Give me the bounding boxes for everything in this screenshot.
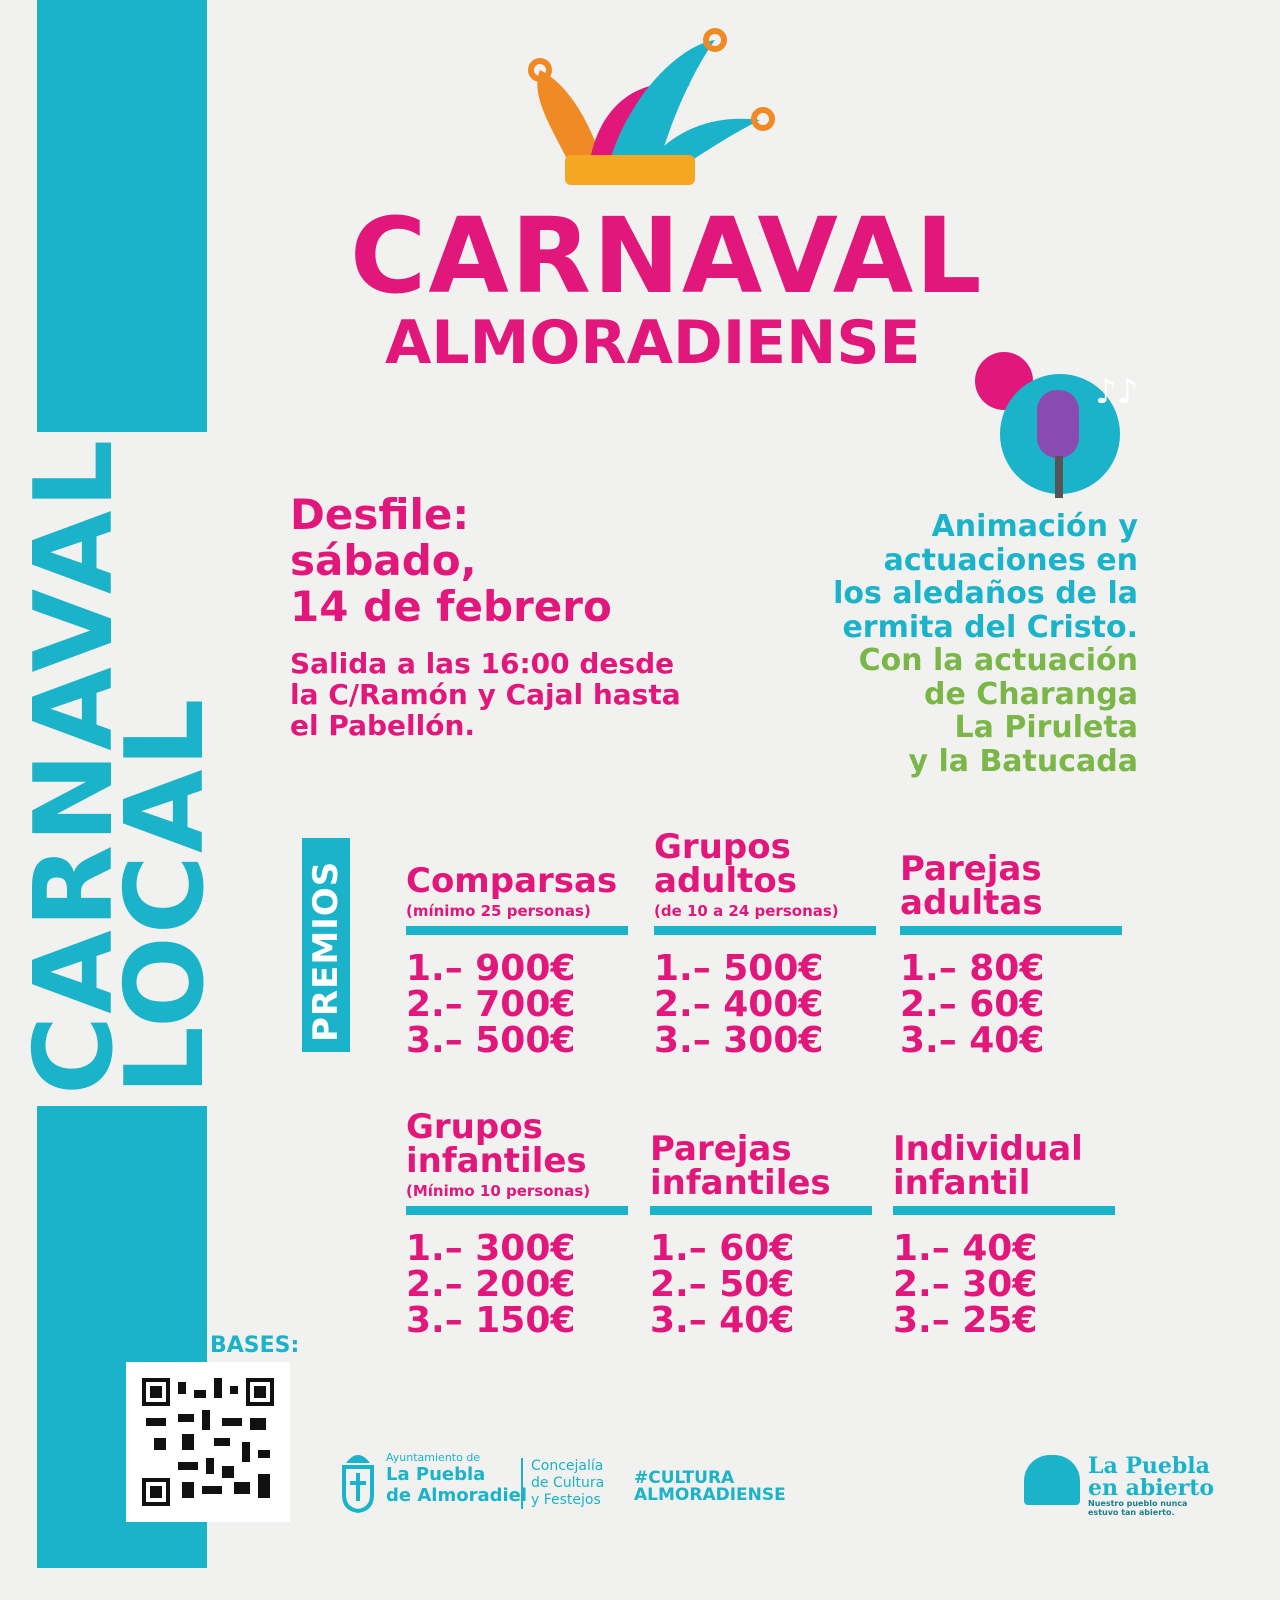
desfile-heading: Desfile: <box>290 490 470 539</box>
prize-category: Grupos adultos (de 10 a 24 personas) 1.– 50… <box>654 820 876 1059</box>
music-note-icon: ♪♪ <box>1095 372 1139 412</box>
prize-category: Parejas infantiles 1.– 60€ 2.– 50€ 3.– 40€ <box>650 1100 872 1339</box>
category-note: (de 10 a 24 personas) <box>654 902 839 920</box>
ayto-name-2: de Almoradiel <box>386 1484 528 1506</box>
animacion-line: ermita del Cristo. <box>842 609 1138 645</box>
prize-amount: 3.– 300€ <box>654 1020 824 1061</box>
desfile-date2: 14 de febrero <box>290 582 612 631</box>
category-name: adultos <box>654 861 797 901</box>
desfile-detail: el Pabellón. <box>290 709 476 742</box>
bases-label: BASES: <box>210 1333 300 1358</box>
prize-amount: 2.– 700€ <box>406 984 576 1025</box>
side-bar-top <box>37 0 207 432</box>
category-name: Grupos <box>406 1107 543 1147</box>
prize-amount: 1.– 300€ <box>406 1228 576 1269</box>
concejalia-line: Concejalía <box>531 1458 604 1474</box>
category-name: Individual <box>893 1129 1083 1169</box>
prize-amount: 3.– 150€ <box>406 1300 576 1341</box>
category-name: Grupos <box>654 827 791 867</box>
category-name: Parejas <box>650 1129 792 1169</box>
desfile-block: Desfile: sábado, 14 de febrero Salida a … <box>290 490 681 742</box>
category-name: infantil <box>893 1163 1031 1203</box>
prize-amount: 1.– 900€ <box>406 948 576 989</box>
prize-amount: 3.– 500€ <box>406 1020 576 1061</box>
category-divider <box>406 926 628 935</box>
hashtag-line: ALMORADIENSE <box>634 1485 786 1505</box>
animacion-block: Animación y actuaciones en los aledaños … <box>833 510 1138 778</box>
actuacion-line: y la Batucada <box>908 743 1138 779</box>
category-divider <box>893 1206 1115 1215</box>
category-name: Parejas <box>900 849 1042 889</box>
prize-amount: 1.– 80€ <box>900 948 1045 989</box>
prize-amount: 1.– 40€ <box>893 1228 1038 1269</box>
ayuntamiento-logo: Ayuntamiento de La Puebla de Almoradiel <box>338 1442 527 1514</box>
coat-of-arms-icon <box>342 1455 374 1513</box>
brand-line: La Puebla <box>1088 1453 1210 1479</box>
hashtag-cultura: #CULTURA ALMORADIENSE <box>634 1470 786 1504</box>
category-name: Comparsas <box>406 861 618 901</box>
prize-amount: 3.– 40€ <box>900 1020 1045 1061</box>
jester-hat-icon <box>528 28 775 185</box>
concejalia-line: y Festejos <box>531 1492 601 1508</box>
category-name: adultas <box>900 883 1043 923</box>
prize-category: Grupos infantiles (Mínimo 10 personas) 1.– … <box>406 1100 628 1339</box>
concejalia-line: de Cultura <box>531 1475 605 1491</box>
animacion-line: actuaciones en <box>883 542 1138 578</box>
prize-category: Comparsas (mínimo 25 personas) 1.– 900€ 2.–… <box>406 820 628 1059</box>
category-divider <box>654 926 876 935</box>
house-icon <box>1024 1455 1080 1505</box>
category-note: (Mínimo 10 personas) <box>406 1182 591 1200</box>
category-name: infantiles <box>650 1163 831 1203</box>
concejalia: Concejalía de Cultura y Festejos <box>521 1458 604 1509</box>
category-divider <box>406 1206 628 1215</box>
premios-label-box <box>302 838 350 1052</box>
prize-amount: 2.– 50€ <box>650 1264 795 1305</box>
desfile-detail: la C/Ramón y Cajal hasta <box>290 678 681 711</box>
ayto-name-1: La Puebla <box>386 1463 486 1485</box>
title-almoradiense: ALMORADIENSE <box>385 308 921 378</box>
prize-amount: 2.– 400€ <box>654 984 824 1025</box>
microphone-illustration: ♪♪ <box>975 352 1140 502</box>
prize-amount: 2.– 60€ <box>900 984 1045 1025</box>
prize-amount: 3.– 25€ <box>893 1300 1038 1341</box>
hashtag-line: #CULTURA <box>634 1468 735 1488</box>
brand-line: en abierto <box>1088 1475 1215 1501</box>
category-note: (mínimo 25 personas) <box>406 902 591 920</box>
prize-amount: 3.– 40€ <box>650 1300 795 1341</box>
ayto-small: Ayuntamiento de <box>386 1450 481 1464</box>
premios-label: PREMIOS <box>306 860 346 1042</box>
tagline-line: Nuestro pueblo nunca <box>1088 1499 1188 1508</box>
side-title-line2: LOCAL <box>103 696 228 1095</box>
animacion-line: Animación y <box>931 509 1138 544</box>
desfile-detail: Salida a las 16:00 desde <box>290 647 675 680</box>
actuacion-line: de Charanga <box>924 676 1138 712</box>
prize-category: Parejas adultas 1.– 80€ 2.– 60€ 3.– 40€ <box>900 820 1122 1059</box>
title-carnaval: CARNAVAL <box>350 195 984 317</box>
animacion-line: los aledaños de la <box>833 576 1138 611</box>
tagline-line: estuvo tan abierto. <box>1088 1508 1175 1517</box>
prize-amount: 1.– 60€ <box>650 1228 795 1269</box>
prize-amount: 2.– 30€ <box>893 1264 1038 1305</box>
prize-category: Individual infantil 1.– 40€ 2.– 30€ 3.– 25€ <box>893 1100 1115 1339</box>
prize-amount: 2.– 200€ <box>406 1264 576 1305</box>
prize-amount: 1.– 500€ <box>654 948 824 989</box>
la-puebla-en-abierto-logo: La Puebla en abierto Nuestro pueblo nunc… <box>1024 1455 1214 1517</box>
desfile-date1: sábado, <box>290 536 477 585</box>
actuacion-line: Con la actuación <box>858 643 1138 678</box>
category-divider <box>650 1206 872 1215</box>
actuacion-line: La Piruleta <box>954 710 1138 745</box>
category-divider <box>900 926 1122 935</box>
qr-code[interactable] <box>126 1362 290 1522</box>
category-name: infantiles <box>406 1141 587 1181</box>
